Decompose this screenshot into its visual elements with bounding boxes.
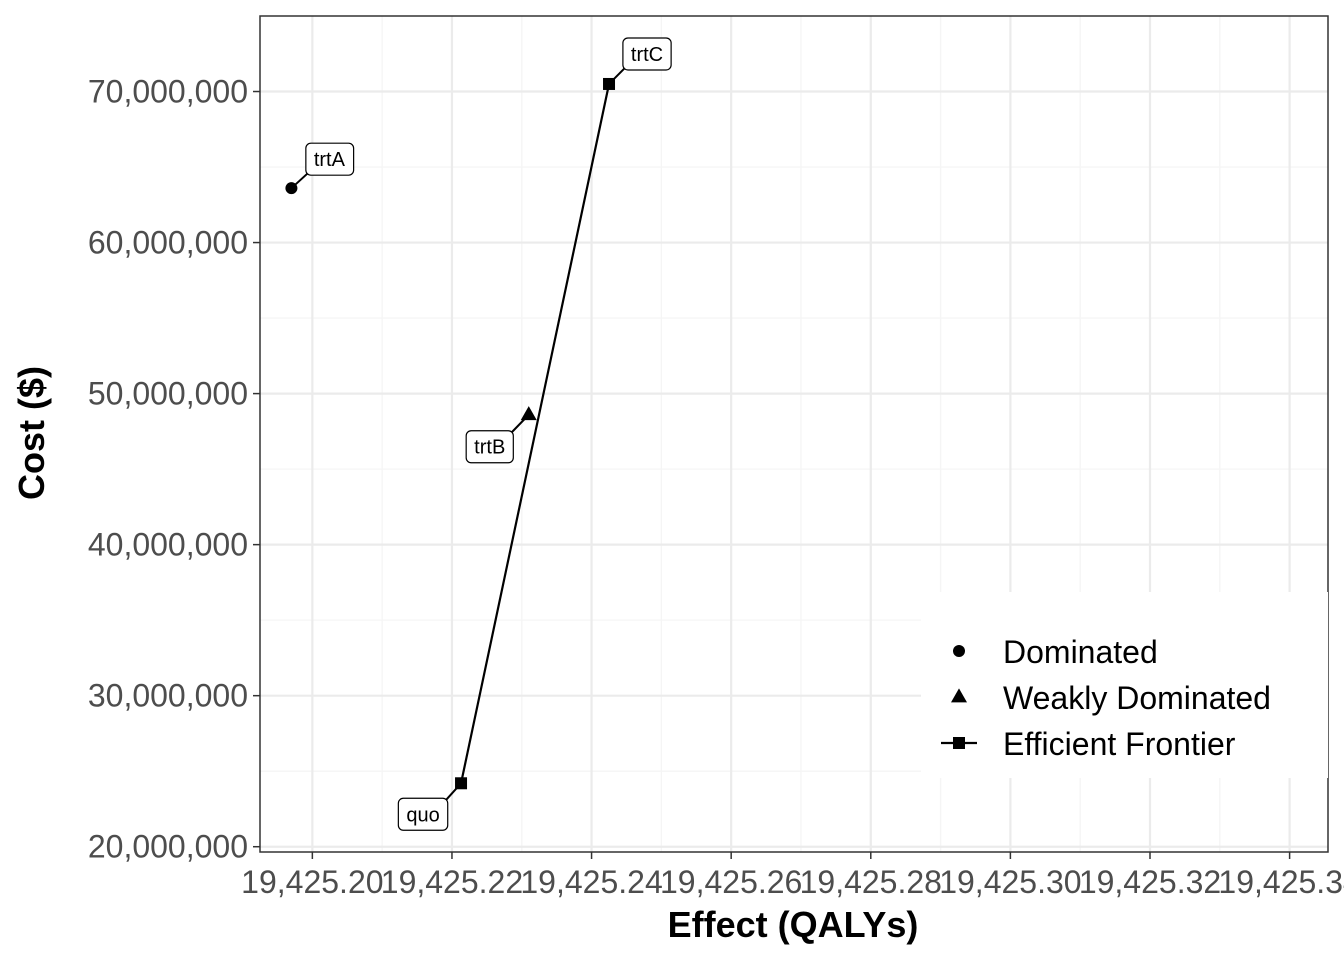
x-tick-label: 19,425.28 [800,864,942,900]
data-points [285,77,616,790]
label-connectors [290,67,626,801]
efficient-frontier-line-group [459,83,611,784]
x-tick-label: 19,425.32 [1079,864,1221,900]
point-label-text: trtA [314,149,346,171]
x-axis-title: Effect (QALYs) [668,904,919,945]
point-trtC [603,77,616,90]
legend-label: Weakly Dominated [1003,680,1271,716]
point-label-text: trtB [474,437,505,459]
legend-item-efficient-frontier: Efficient Frontier [941,726,1236,762]
point-label-trtA: trtA [305,142,355,176]
y-tick-label: 70,000,000 [88,74,248,110]
point-quo [455,777,468,790]
legend-item-dominated: Dominated [953,634,1158,670]
point-labels: quo trtA trtB trtC [305,37,672,831]
legend: Dominated Weakly Dominated Efficient Front… [921,592,1328,778]
x-tick-label: 19,425.22 [381,864,523,900]
y-tick-label: 30,000,000 [88,678,248,714]
legend-key-square [953,737,965,749]
x-tick-label: 19,425.34 [1218,864,1344,900]
point-label-text: trtC [631,44,663,66]
panel-border [259,15,1329,853]
y-tick-label: 50,000,000 [88,376,248,412]
point-label-box [465,430,514,464]
point-label-trtB: trtB [465,430,514,464]
legend-key-circle [953,645,965,657]
y-tick-label: 60,000,000 [88,225,248,261]
point-label-quo: quo [397,797,449,831]
y-axis-title: Cost ($) [11,366,52,500]
point-trtB [520,406,537,421]
legend-background [921,592,1328,778]
point-label-text: quo [406,804,439,826]
y-axis-ticks: 20,000,000 30,000,000 40,000,000 50,000,000… [88,74,260,865]
y-tick-label: 40,000,000 [88,527,248,563]
legend-label: Dominated [1003,634,1158,670]
point-label-box [622,37,672,71]
x-tick-label: 19,425.30 [939,864,1081,900]
x-tick-label: 19,425.24 [520,864,662,900]
legend-label: Efficient Frontier [1003,726,1236,762]
x-tick-label: 19,425.26 [660,864,802,900]
point-label-box [305,142,355,176]
legend-key-triangle [951,688,967,703]
point-label-trtC: trtC [622,37,672,71]
x-axis-ticks: 19,425.2019,425.2219,425.2419,425.2619,4… [241,852,1344,900]
efficient-frontier-line [459,83,611,784]
x-tick-label: 19,425.20 [241,864,383,900]
point-trtA [285,182,298,195]
legend-item-weakly-dominated: Weakly Dominated [951,680,1271,716]
y-tick-label: 20,000,000 [88,829,248,865]
point-label-box [397,797,449,831]
